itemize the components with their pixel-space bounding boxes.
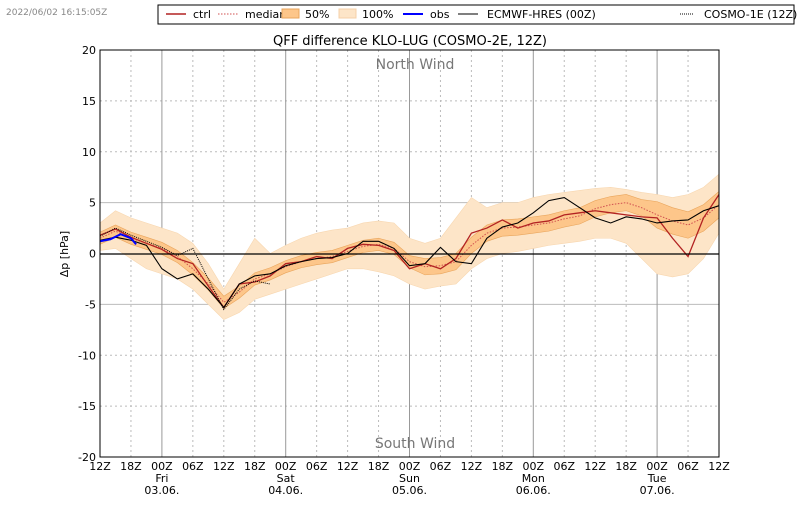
y-tick-label: 10: [82, 146, 96, 159]
legend-100: 100%: [362, 8, 393, 21]
x-tick-label: 00Z: [275, 460, 297, 473]
y-tick-label: 0: [89, 248, 96, 261]
x-tick-label: 12Z: [461, 460, 483, 473]
x-tick-label: 06Z: [430, 460, 452, 473]
y-tick-label: -15: [78, 400, 96, 413]
chart-title: QFF difference KLO-LUG (COSMO-2E, 12Z): [273, 34, 547, 49]
x-tick-label: 18Z: [120, 460, 142, 473]
x-tick-label: 00Z: [151, 460, 173, 473]
day-label: Sun: [399, 472, 420, 485]
x-tick-label: 12Z: [337, 460, 359, 473]
x-tick-label: 06Z: [677, 460, 699, 473]
x-tick-label: 18Z: [492, 460, 514, 473]
x-tick-label: 12Z: [213, 460, 235, 473]
day-label: Mon: [522, 472, 545, 485]
timestamp: 2022/06/02 16:15:05Z: [6, 8, 107, 18]
y-tick-label: 15: [82, 95, 96, 108]
day-label: Sat: [277, 472, 296, 485]
obs-line: [99, 233, 137, 245]
plot-frame: [99, 49, 720, 458]
y-tick-label: -20: [78, 451, 96, 464]
x-tick-label: 00Z: [399, 460, 421, 473]
grid: [100, 50, 719, 457]
ctrl-line: [99, 194, 720, 309]
x-tick-label: 12Z: [89, 460, 111, 473]
legend-median: median: [245, 8, 286, 21]
day-label: Fri: [155, 472, 168, 485]
legend-50-swatch: [281, 8, 300, 19]
south-wind-label: South Wind: [375, 436, 455, 452]
north-wind-label: North Wind: [376, 57, 455, 73]
x-tick-label: 18Z: [368, 460, 390, 473]
x-tick-label: 12Z: [584, 460, 606, 473]
legend-cosmo1: COSMO-1E (12Z): [704, 8, 797, 21]
day-label: Tue: [647, 472, 667, 485]
x-tick-label: 06Z: [182, 460, 204, 473]
y-tick-label: -5: [85, 298, 96, 311]
series-lines: [99, 194, 720, 311]
x-tick-label: 18Z: [615, 460, 637, 473]
date-label: 06.06.: [516, 484, 551, 497]
x-tick-label: 06Z: [306, 460, 328, 473]
x-tick-label: 12Z: [708, 460, 730, 473]
date-label: 03.06.: [144, 484, 179, 497]
legend-obs: obs: [430, 8, 450, 21]
legend-ecmwf: ECMWF-HRES (00Z): [487, 8, 596, 21]
ecmwf-line: [99, 196, 720, 309]
legend: ctrl median 50% 100% obs ECMWF-HRES (00Z…: [157, 4, 797, 25]
y-axis-label: Δp [hPa]: [58, 231, 71, 277]
x-tick-label: 00Z: [646, 460, 668, 473]
x-tick-label: 00Z: [523, 460, 545, 473]
x-tick-label: 06Z: [553, 460, 575, 473]
y-tick-label: -10: [78, 349, 96, 362]
y-tick-label: 5: [89, 197, 96, 210]
date-label: 04.06.: [268, 484, 303, 497]
date-label: 05.06.: [392, 484, 427, 497]
legend-100-swatch: [338, 8, 357, 19]
legend-ctrl: ctrl: [193, 8, 211, 21]
y-tick-label: 20: [82, 44, 96, 57]
x-tick-label: 18Z: [244, 460, 266, 473]
ticks: -20 -15 -10 -5 0 5 10 15 20 12Z 18Z 00Z 06Z 12Z 18Z 00Z…: [78, 44, 730, 497]
legend-50: 50%: [305, 8, 329, 21]
date-label: 07.06.: [640, 484, 675, 497]
